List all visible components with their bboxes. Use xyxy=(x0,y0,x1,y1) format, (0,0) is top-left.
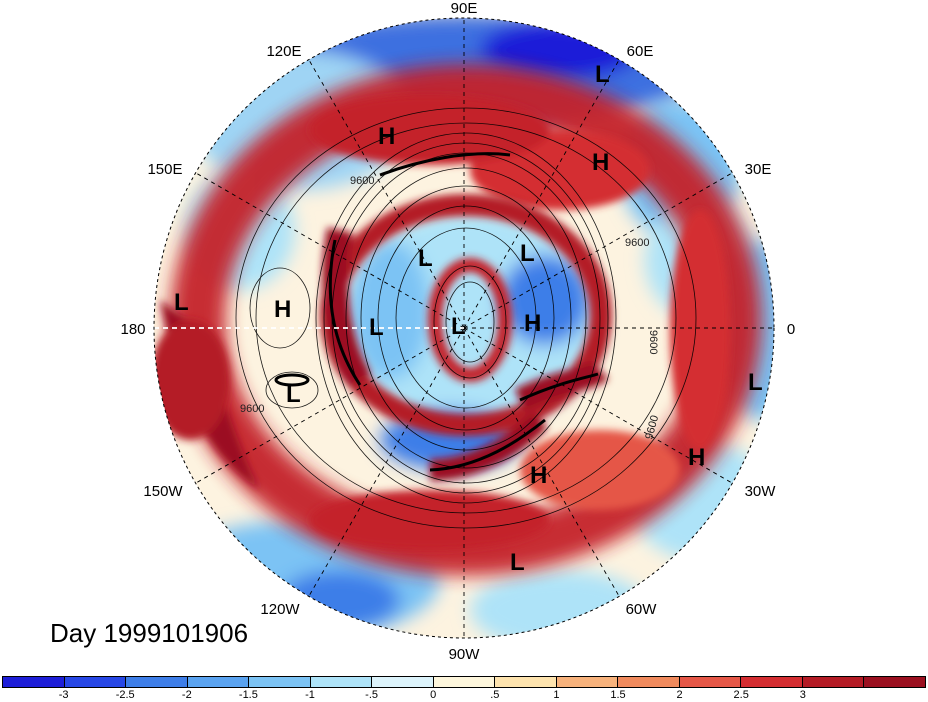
colorbar-segment xyxy=(433,677,496,687)
colorbar-tick-label: 1 xyxy=(553,689,560,701)
high-marker: H xyxy=(378,123,395,150)
lon-label-90e: 90E xyxy=(451,0,478,17)
lon-label-150e: 150E xyxy=(147,161,182,178)
high-marker: H xyxy=(524,310,541,337)
lon-label-60e: 60E xyxy=(627,43,654,60)
high-marker: H xyxy=(688,444,705,471)
low-marker: L xyxy=(520,240,535,267)
colorbar-segment xyxy=(249,677,311,687)
low-marker: L xyxy=(595,61,610,88)
colorbar-tick-label: 2 xyxy=(676,689,683,701)
contour-label: 9600 xyxy=(647,330,659,354)
low-marker: L xyxy=(174,289,189,316)
low-marker: L xyxy=(418,245,433,272)
colorbar-tick-label: -3 xyxy=(58,689,69,701)
colorbar-tick-label: 3 xyxy=(799,689,806,701)
colorbar-segment xyxy=(310,677,373,687)
colorbar-segment xyxy=(556,677,619,687)
lon-label-180: 180 xyxy=(120,321,145,338)
colorbar-tick-label: 0 xyxy=(430,689,437,701)
lon-label-30w: 30W xyxy=(745,483,777,500)
colorbar-tick-label: .5 xyxy=(490,689,500,701)
colorbar-segment xyxy=(618,677,680,687)
low-marker: L xyxy=(510,549,525,576)
high-marker: H xyxy=(274,296,291,323)
lon-label-120w: 120W xyxy=(260,601,300,618)
colorbar-segment xyxy=(3,677,65,687)
lon-label-150w: 150W xyxy=(143,483,183,500)
colorbar-tick-label: -1.5 xyxy=(238,689,258,701)
colorbar-tick-label: -2.5 xyxy=(115,689,135,701)
low-marker: L xyxy=(286,381,301,408)
colorbar-tick-label: -2 xyxy=(181,689,192,701)
lon-label-30e: 30E xyxy=(745,161,772,178)
high-marker: H xyxy=(592,149,609,176)
low-marker: L xyxy=(369,314,384,341)
colorbar-segment xyxy=(495,677,557,687)
pressure-systems: L H H L L L H L L H L H H L L xyxy=(174,61,763,576)
colorbar-segment xyxy=(679,677,742,687)
lon-label-60w: 60W xyxy=(626,601,658,618)
colorbar-segment xyxy=(187,677,250,687)
lon-label-0: 0 xyxy=(787,321,795,338)
contour-label: 9600 xyxy=(240,403,264,415)
colorbar xyxy=(2,676,926,688)
high-marker: H xyxy=(530,462,547,489)
colorbar-tick-label: -1 xyxy=(305,689,315,701)
contour-label: 9600 xyxy=(350,175,374,187)
longitude-labels: 90E 60E 30E 0 30W 60W 90W 120W 150W 180 … xyxy=(120,0,795,663)
colorbar-segment xyxy=(864,677,925,687)
colorbar-ticks: -3 -2.5 -2 -1.5 -1 -.5 0 .5 1 1.5 2 2.5 3 xyxy=(0,689,928,702)
colorbar-tick-label: 1.5 xyxy=(610,689,626,701)
colorbar-segment xyxy=(126,677,188,687)
colorbar-tick-label: -.5 xyxy=(365,689,379,701)
colorbar-tick-label: 2.5 xyxy=(733,689,749,701)
contour-label: 9600 xyxy=(625,237,649,249)
low-marker: L xyxy=(748,369,763,396)
lon-label-90w: 90W xyxy=(449,646,481,663)
lon-label-120e: 120E xyxy=(266,43,301,60)
anomaly-field xyxy=(154,18,774,638)
low-marker: L xyxy=(451,313,466,340)
colorbar-segment xyxy=(64,677,127,687)
colorbar-segment xyxy=(802,677,865,687)
colorbar-segment xyxy=(741,677,803,687)
colorbar-segment xyxy=(372,677,434,687)
map-title: Day 1999101906 xyxy=(50,618,249,648)
map-boundary xyxy=(153,17,775,639)
